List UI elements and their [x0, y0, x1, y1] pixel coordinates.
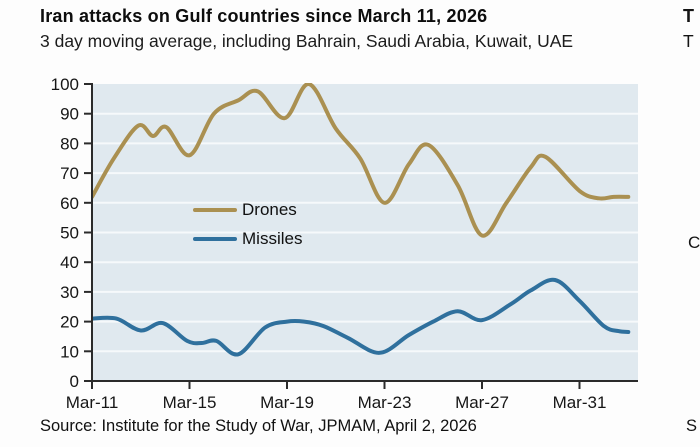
y-tick-label: 30 — [60, 283, 79, 302]
legend-item-drones: Drones — [193, 200, 302, 220]
drones-line-swatch — [193, 208, 237, 212]
adjacent-chart-title-fragment: T — [683, 6, 694, 26]
adjacent-chart-source-fragment: S — [686, 417, 698, 435]
series-line-missiles — [92, 277, 631, 357]
legend-label-drones: Drones — [242, 200, 297, 219]
x-tick-label: Mar-31 — [553, 393, 607, 412]
y-tick-label: 10 — [60, 342, 79, 361]
adjacent-chart-legend-fragment: C — [688, 233, 700, 252]
x-tick-label: Mar-11 — [66, 393, 119, 412]
y-tick-label: 60 — [60, 194, 79, 213]
y-tick-label: 20 — [60, 313, 79, 332]
x-tick-label: Mar-15 — [163, 393, 217, 412]
y-tick-label: 100 — [51, 75, 79, 94]
series-line-drones — [92, 83, 631, 238]
chart-legend: Drones Missiles — [193, 200, 302, 249]
y-tick-label: 50 — [60, 224, 79, 243]
adjacent-chart-subtitle-fragment: T — [683, 31, 694, 51]
x-tick-label: Mar-19 — [260, 393, 314, 412]
y-tick-label: 0 — [70, 372, 79, 391]
y-tick-label: 70 — [60, 164, 79, 183]
legend-item-missiles: Missiles — [193, 229, 302, 249]
y-tick-label: 40 — [60, 253, 79, 272]
y-tick-label: 80 — [60, 134, 79, 153]
source-caption: Source: Institute for the Study of War, … — [40, 417, 477, 435]
chart-subtitle: 3 day moving average, including Bahrain,… — [40, 31, 574, 51]
chart-title: Iran attacks on Gulf countries since Mar… — [40, 6, 488, 26]
x-tick-label: Mar-27 — [455, 393, 509, 412]
missiles-line-swatch — [193, 237, 237, 241]
legend-label-missiles: Missiles — [242, 229, 303, 248]
y-tick-label: 90 — [60, 105, 79, 124]
x-tick-label: Mar-23 — [358, 393, 412, 412]
